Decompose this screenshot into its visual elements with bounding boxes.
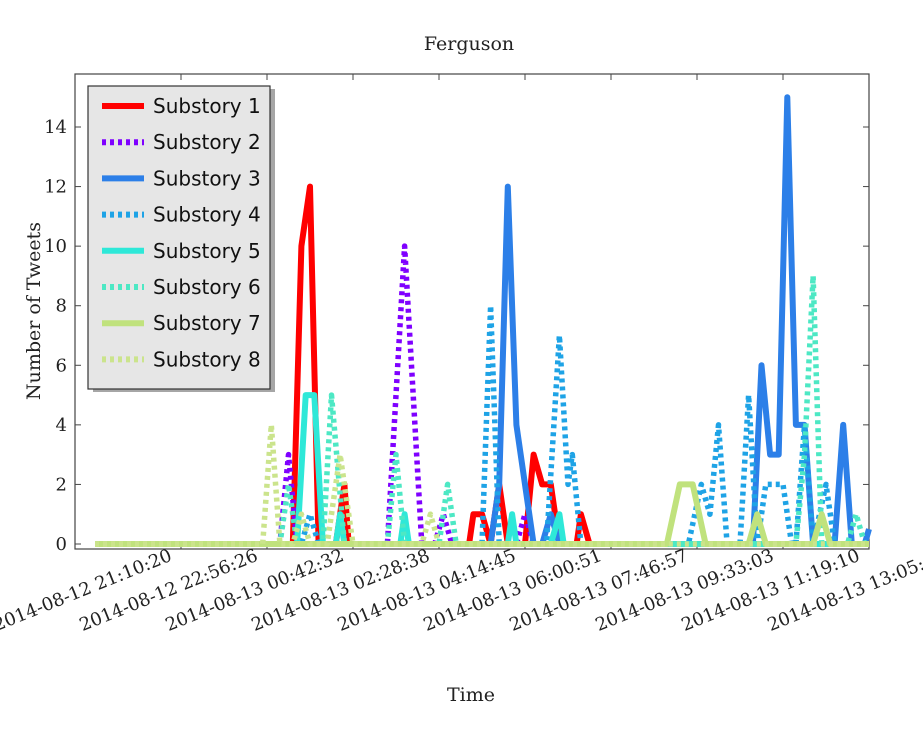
series-line-substory-4 (95, 302, 869, 547)
legend-label: Substory 5 (153, 239, 261, 263)
series-line-substory-7 (95, 481, 869, 547)
legend-label: Substory 6 (153, 275, 261, 299)
series-lines (95, 94, 872, 547)
legend-label: Substory 8 (153, 347, 261, 371)
series-line-substory-3 (95, 94, 872, 547)
legend-box (87, 85, 271, 390)
y-tick-label: 8 (56, 296, 67, 317)
y-tick-label: 10 (44, 236, 67, 257)
legend-label: Substory 7 (153, 311, 261, 335)
y-tick-label: 14 (44, 117, 67, 138)
y-tick-label: 2 (56, 474, 67, 495)
y-tick-label: 12 (44, 177, 67, 198)
y-axis-label: Number of Tweets (23, 222, 45, 400)
y-tick-label: 4 (56, 415, 67, 436)
series-line-substory-5 (95, 392, 869, 547)
y-tick-label: 0 (56, 534, 67, 555)
legend-label: Substory 1 (153, 94, 261, 118)
legend-label: Substory 3 (153, 166, 261, 190)
legend: Substory 1 Substory 2 Substory 3 Substory 4… (87, 85, 275, 392)
legend-label: Substory 4 (153, 203, 261, 227)
x-axis-label: Time (447, 684, 495, 706)
y-tick-label: 6 (56, 355, 67, 376)
chart-title: Ferguson (424, 33, 514, 55)
legend-label: Substory 2 (153, 130, 261, 154)
y-axis-ticks: 0 2 4 6 8 10 12 14 (44, 117, 869, 555)
series-line-substory-8 (95, 422, 869, 547)
